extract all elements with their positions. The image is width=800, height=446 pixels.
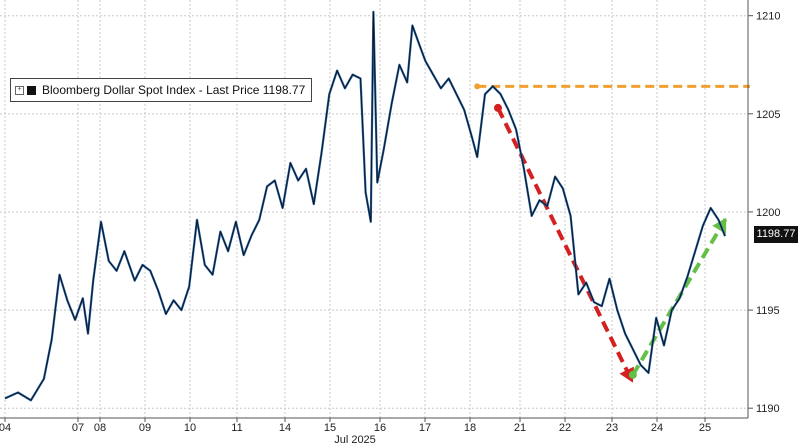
x-tick-label: 23 xyxy=(606,422,618,434)
y-tick-label: 1200 xyxy=(756,207,780,219)
x-tick-label: 08 xyxy=(94,422,106,434)
x-tick-label: 22 xyxy=(559,422,571,434)
y-tick-label: 1205 xyxy=(756,109,780,121)
legend-label: Bloomberg Dollar Spot Index - Last Price… xyxy=(42,83,306,97)
x-tick-label: 21 xyxy=(514,422,526,434)
x-tick-label: 10 xyxy=(184,422,196,434)
legend-swatch xyxy=(27,85,36,95)
last-price-tag: 1198.77 xyxy=(754,226,798,243)
x-tick-label: 04 xyxy=(0,422,11,434)
x-tick-label: 16 xyxy=(374,422,386,434)
axes: 1190 1195 1200 1205 1210 04 07 08 09 10 11 14 15 16 17… xyxy=(0,0,780,446)
y-tick-label: 1195 xyxy=(756,305,780,317)
x-tick-label: 17 xyxy=(419,422,431,434)
y-tick-label: 1210 xyxy=(756,11,780,23)
y-tick-label: 1190 xyxy=(756,403,780,415)
x-tick-label: 11 xyxy=(231,422,242,434)
series-layer xyxy=(4,10,727,402)
trend-arrow-up-start-dot xyxy=(628,370,637,379)
x-tick-label: 09 xyxy=(139,422,151,434)
x-tick-label: 14 xyxy=(279,422,291,434)
legend-toggle-icon[interactable]: + xyxy=(15,85,24,95)
hline-start-dot xyxy=(474,83,481,90)
x-tick-label: 24 xyxy=(651,422,663,434)
series-line-black xyxy=(4,11,726,401)
x-month-label: Jul 2025 xyxy=(334,434,376,446)
x-tick-label: 07 xyxy=(72,422,84,434)
legend[interactable]: + Bloomberg Dollar Spot Index - Last Pri… xyxy=(10,78,313,102)
x-tick-label: 25 xyxy=(699,422,711,434)
trend-arrow-down-head xyxy=(619,366,634,383)
x-tick-label: 18 xyxy=(464,422,476,434)
x-tick-label: 15 xyxy=(324,422,336,434)
trend-arrow-down-start-dot xyxy=(493,103,502,112)
